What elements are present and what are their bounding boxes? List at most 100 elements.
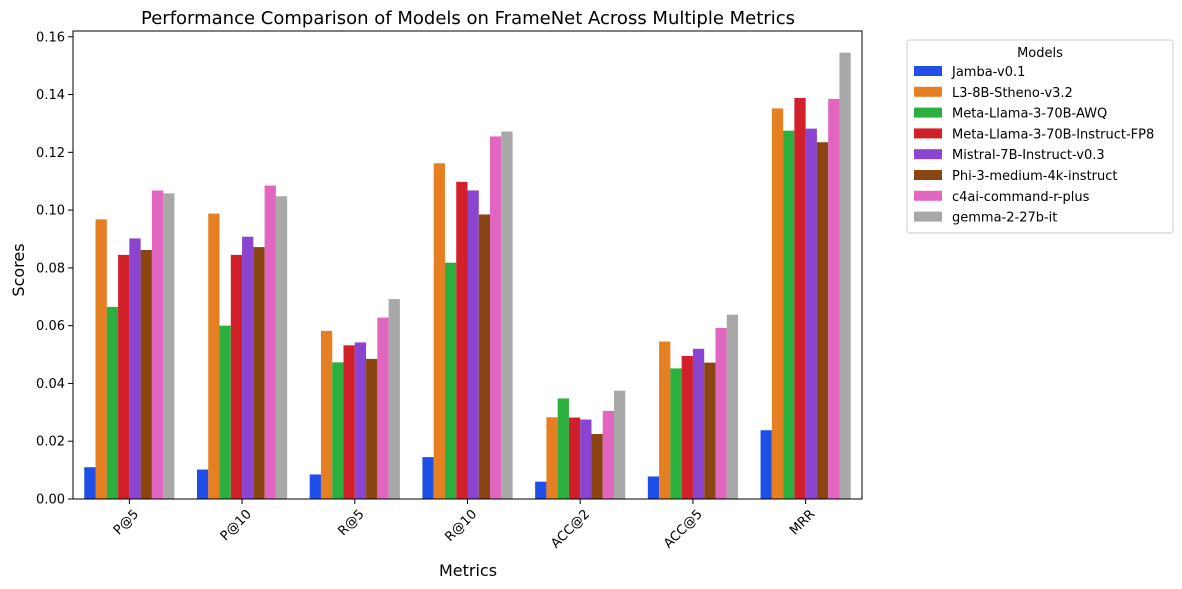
bar-P@5-c4ai-command-r-plus bbox=[151, 190, 164, 499]
x-axis: P@5 P@10 R@5 R@10 ACC@2 ACC@5 MRR bbox=[111, 499, 818, 552]
bar-ACC@2-Mistral-7B-Instruct-v0.3 bbox=[580, 419, 592, 499]
legend-title: Models bbox=[1017, 46, 1063, 61]
bar-R@10-Mistral-7B-Instruct-v0.3 bbox=[467, 190, 479, 499]
bar-P@10-c4ai-command-r-plus bbox=[264, 185, 276, 499]
chart-title: Performance Comparison of Models on Fram… bbox=[141, 8, 795, 29]
x-tick-label: P@5 bbox=[111, 507, 142, 538]
legend-swatch bbox=[914, 211, 942, 222]
y-tick-label: 0.10 bbox=[36, 204, 65, 219]
bar-P@5-Meta-Llama-3-70B-Instruct-FP8 bbox=[118, 254, 130, 499]
bar-P@5-Meta-Llama-3-70B-AWQ bbox=[106, 306, 119, 499]
x-tick-label: MRR bbox=[787, 507, 818, 538]
y-tick-label: 0.16 bbox=[36, 30, 65, 45]
bar-R@5-Phi-3-medium-4k-instruct bbox=[366, 358, 378, 499]
bar-R@10-c4ai-command-r-plus bbox=[490, 136, 502, 499]
bar-R@5-Jamba-v0.1 bbox=[309, 474, 321, 499]
y-tick-label: 0.06 bbox=[36, 319, 65, 334]
bar-R@10-gemma-2-27b-it bbox=[501, 131, 513, 499]
bar-ACC@2-Meta-Llama-3-70B-Instruct-FP8 bbox=[568, 417, 581, 499]
legend-label: c4ai-command-r-plus bbox=[952, 190, 1090, 205]
bar-MRR-Phi-3-medium-4k-instruct bbox=[816, 142, 829, 499]
x-tick-label: ACC@5 bbox=[661, 507, 706, 552]
bar-ACC@5-gemma-2-27b-it bbox=[726, 314, 739, 499]
y-tick-label: 0.14 bbox=[36, 88, 65, 103]
bars bbox=[84, 52, 851, 500]
bar-MRR-Jamba-v0.1 bbox=[760, 430, 772, 499]
bar-R@10-Meta-Llama-3-70B-Instruct-FP8 bbox=[456, 181, 468, 500]
bar-ACC@5-Jamba-v0.1 bbox=[647, 476, 660, 499]
bar-P@5-Phi-3-medium-4k-instruct bbox=[140, 249, 152, 499]
bar-ACC@2-gemma-2-27b-it bbox=[614, 390, 626, 499]
bar-ACC@5-Phi-3-medium-4k-instruct bbox=[704, 362, 716, 499]
legend-swatch bbox=[914, 170, 942, 180]
y-tick-label: 0.12 bbox=[36, 146, 65, 161]
legend-label: Meta-Llama-3-70B-Instruct-FP8 bbox=[952, 127, 1154, 142]
x-axis-label: Metrics bbox=[439, 561, 497, 580]
bar-MRR-Mistral-7B-Instruct-v0.3 bbox=[805, 128, 817, 499]
y-axis-label: Scores bbox=[9, 243, 28, 296]
legend-swatch bbox=[914, 128, 942, 139]
bar-R@5-c4ai-command-r-plus bbox=[377, 317, 389, 499]
bar-R@5-gemma-2-27b-it bbox=[388, 299, 400, 499]
legend-swatch bbox=[914, 86, 942, 97]
bar-ACC@2-Jamba-v0.1 bbox=[535, 481, 547, 499]
bar-P@5-Mistral-7B-Instruct-v0.3 bbox=[129, 238, 141, 500]
legend-swatch bbox=[914, 149, 942, 160]
legend: Models Jamba-v0.1 L3-8B-Stheno-v3.2 Meta-L… bbox=[906, 39, 1174, 234]
bar-P@10-Meta-Llama-3-70B-Instruct-FP8 bbox=[230, 254, 243, 499]
bar-MRR-c4ai-command-r-plus bbox=[828, 98, 840, 499]
legend-frame bbox=[906, 39, 1174, 234]
legend-items: Jamba-v0.1 L3-8B-Stheno-v3.2 Meta-Llama-3-… bbox=[914, 65, 1154, 226]
bar-MRR-gemma-2-27b-it bbox=[839, 52, 851, 500]
x-tick-label: P@10 bbox=[218, 507, 255, 544]
bar-P@10-Meta-Llama-3-70B-AWQ bbox=[219, 325, 231, 499]
bar-P@10-Phi-3-medium-4k-instruct bbox=[253, 247, 265, 499]
y-tick-label: 0.02 bbox=[36, 435, 65, 450]
bar-ACC@5-c4ai-command-r-plus bbox=[715, 327, 727, 499]
bar-R@10-L3-8B-Stheno-v3.2 bbox=[433, 163, 445, 499]
bar-MRR-Meta-Llama-3-70B-AWQ bbox=[783, 130, 795, 500]
bar-ACC@2-Phi-3-medium-4k-instruct bbox=[591, 434, 603, 499]
bar-P@10-Mistral-7B-Instruct-v0.3 bbox=[242, 236, 254, 499]
legend-label: L3-8B-Stheno-v3.2 bbox=[952, 86, 1073, 101]
bar-R@10-Meta-Llama-3-70B-AWQ bbox=[444, 262, 457, 499]
bar-R@5-Meta-Llama-3-70B-Instruct-FP8 bbox=[343, 345, 355, 499]
legend-label: Jamba-v0.1 bbox=[951, 65, 1025, 80]
bar-ACC@5-Meta-Llama-3-70B-Instruct-FP8 bbox=[681, 356, 693, 499]
x-tick-label: R@10 bbox=[442, 507, 480, 545]
legend-label: Phi-3-medium-4k-instruct bbox=[952, 169, 1118, 184]
x-tick-label: ACC@2 bbox=[548, 507, 593, 552]
bar-MRR-Meta-Llama-3-70B-Instruct-FP8 bbox=[794, 98, 806, 500]
legend-label: Meta-Llama-3-70B-AWQ bbox=[952, 107, 1107, 122]
y-tick-label: 0.04 bbox=[36, 377, 65, 392]
bar-P@5-L3-8B-Stheno-v3.2 bbox=[95, 219, 107, 500]
bar-R@10-Phi-3-medium-4k-instruct bbox=[478, 214, 491, 499]
bar-P@5-gemma-2-27b-it bbox=[163, 193, 175, 500]
bar-ACC@2-c4ai-command-r-plus bbox=[602, 410, 615, 499]
legend-label: gemma-2-27b-it bbox=[952, 211, 1057, 226]
bar-R@10-Jamba-v0.1 bbox=[422, 457, 434, 499]
y-tick-label: 0.08 bbox=[36, 261, 65, 276]
y-axis: 0.00 0.02 0.04 0.06 0.08 0.10 0.12 0.14 0.16 bbox=[36, 30, 73, 508]
bar-P@10-gemma-2-27b-it bbox=[275, 196, 288, 500]
bar-R@5-Mistral-7B-Instruct-v0.3 bbox=[354, 342, 367, 499]
y-tick-label: 0.00 bbox=[36, 493, 65, 508]
legend-swatch bbox=[914, 66, 942, 76]
bar-R@5-Meta-Llama-3-70B-AWQ bbox=[332, 362, 344, 499]
bar-ACC@5-Mistral-7B-Instruct-v0.3 bbox=[692, 348, 705, 499]
x-tick-label: R@5 bbox=[335, 507, 367, 539]
bar-P@5-Jamba-v0.1 bbox=[84, 467, 96, 499]
bar-ACC@5-L3-8B-Stheno-v3.2 bbox=[659, 341, 671, 499]
legend-swatch bbox=[914, 107, 942, 118]
bar-ACC@2-L3-8B-Stheno-v3.2 bbox=[546, 417, 558, 499]
bar-MRR-L3-8B-Stheno-v3.2 bbox=[771, 108, 784, 500]
bar-P@10-Jamba-v0.1 bbox=[196, 469, 209, 499]
bar-R@5-L3-8B-Stheno-v3.2 bbox=[320, 330, 333, 499]
legend-swatch bbox=[914, 190, 942, 201]
bar-ACC@2-Meta-Llama-3-70B-AWQ bbox=[557, 398, 569, 499]
legend-label: Mistral-7B-Instruct-v0.3 bbox=[952, 148, 1105, 163]
plot-frame bbox=[72, 30, 863, 500]
bar-P@10-L3-8B-Stheno-v3.2 bbox=[208, 213, 220, 499]
bar-ACC@5-Meta-Llama-3-70B-AWQ bbox=[670, 368, 682, 499]
